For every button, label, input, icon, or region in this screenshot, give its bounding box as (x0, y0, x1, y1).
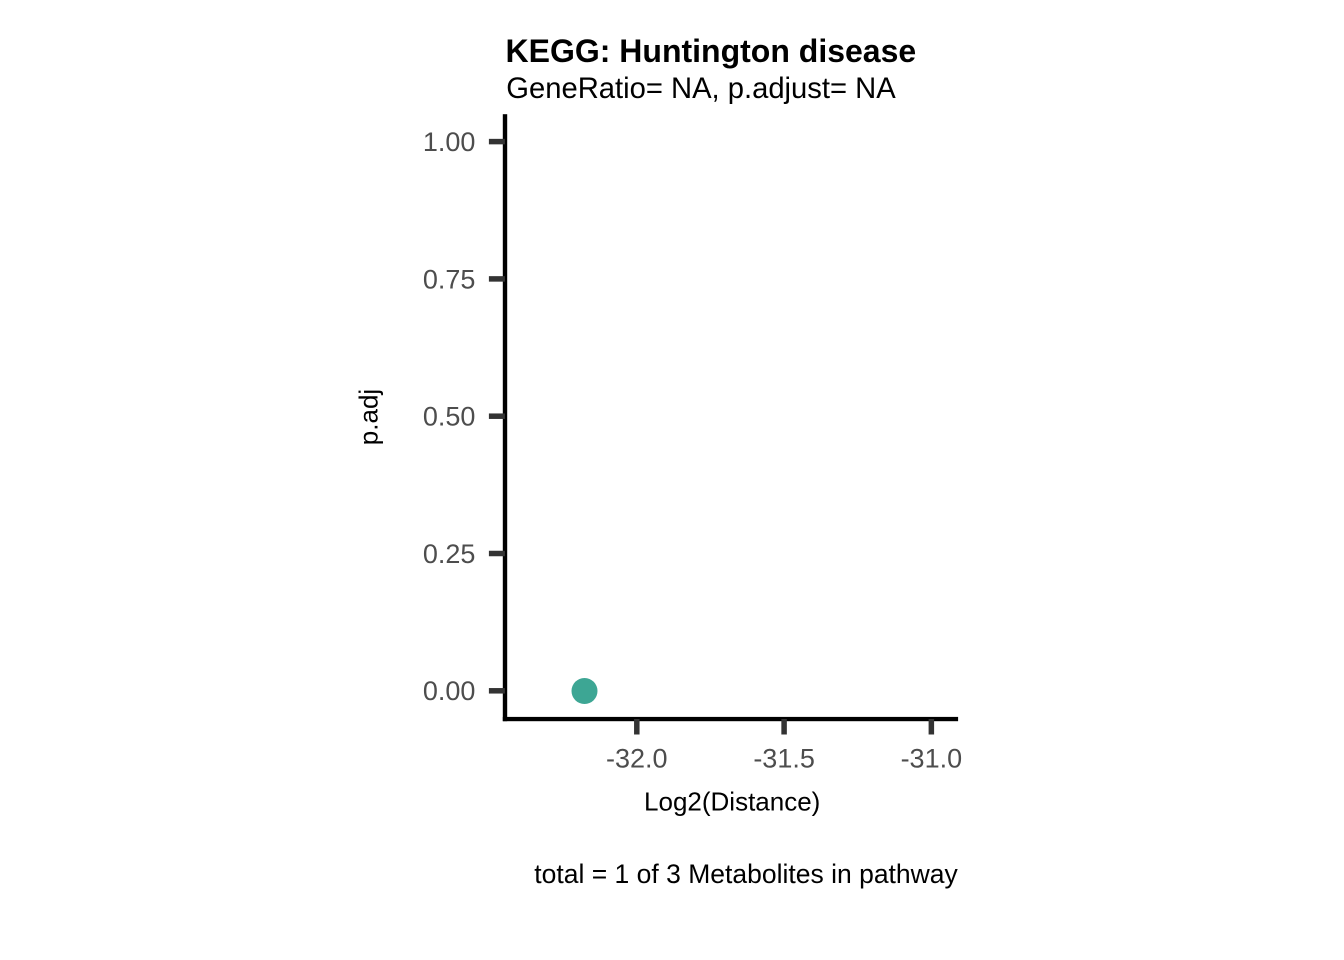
svg-text:total = 1 of 3 Metabolites in: total = 1 of 3 Metabolites in pathway (534, 859, 958, 889)
svg-text:0.75: 0.75 (423, 264, 476, 294)
svg-text:GeneRatio= NA, p.adjust= NA: GeneRatio= NA, p.adjust= NA (506, 73, 896, 105)
svg-text:KEGG: Huntington disease: KEGG: Huntington disease (506, 33, 917, 69)
svg-text:0.25: 0.25 (423, 539, 476, 569)
svg-text:0.00: 0.00 (423, 676, 476, 706)
svg-text:p.adj: p.adj (354, 389, 384, 445)
svg-text:-32.0: -32.0 (606, 743, 668, 773)
svg-text:-31.5: -31.5 (753, 743, 815, 773)
svg-text:1.00: 1.00 (423, 127, 476, 157)
svg-text:-31.0: -31.0 (901, 743, 963, 773)
svg-text:0.50: 0.50 (423, 402, 476, 432)
svg-text:Log2(Distance): Log2(Distance) (644, 787, 820, 817)
